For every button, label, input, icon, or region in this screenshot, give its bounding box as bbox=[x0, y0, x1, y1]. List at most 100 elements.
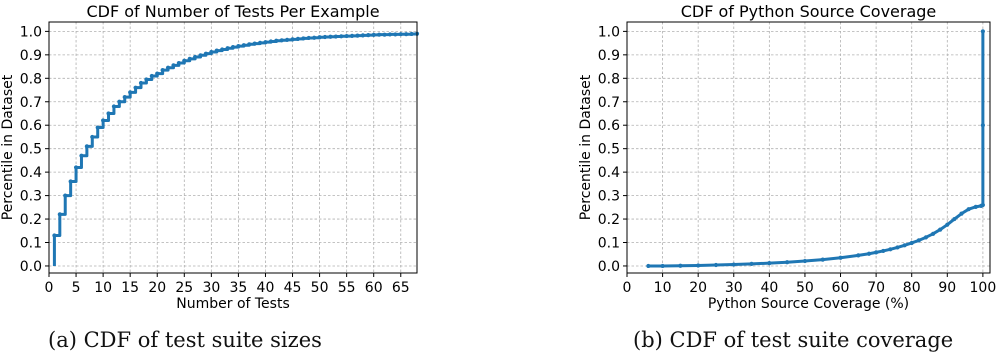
plot-frame bbox=[48, 21, 418, 274]
x-tick-label: 20 bbox=[689, 280, 707, 296]
data-point bbox=[660, 263, 665, 269]
data-point bbox=[252, 41, 257, 46]
x-tick-label: 70 bbox=[867, 280, 885, 296]
data-point bbox=[171, 63, 176, 68]
data-point bbox=[749, 261, 754, 266]
data-point bbox=[263, 40, 268, 45]
data-point bbox=[328, 34, 333, 39]
data-point bbox=[106, 111, 111, 116]
data-point bbox=[731, 262, 736, 267]
data-point bbox=[295, 36, 301, 41]
data-point bbox=[909, 240, 914, 246]
y-tick-label: 0.2 bbox=[20, 212, 42, 228]
chart-b: 0.0 0.1 0.2 0.3 0.4 0.5 0.6 0.7 0.8 0.9 1.0 0 10 20 30… bbox=[578, 2, 996, 312]
data-point bbox=[856, 253, 861, 258]
data-point bbox=[820, 257, 825, 262]
data-point bbox=[696, 263, 701, 268]
cdf-line bbox=[52, 32, 419, 266]
x-tick-label: 50 bbox=[311, 280, 329, 296]
data-point bbox=[767, 261, 772, 266]
data-point bbox=[973, 204, 978, 209]
data-point bbox=[117, 99, 122, 104]
x-tick-label: 80 bbox=[903, 280, 921, 296]
data-point bbox=[317, 35, 322, 40]
data-point bbox=[290, 37, 295, 42]
y-tick-label: 0.8 bbox=[598, 71, 620, 87]
data-point bbox=[930, 231, 936, 236]
data-point bbox=[73, 165, 79, 170]
data-point bbox=[916, 238, 921, 243]
data-point bbox=[306, 35, 311, 41]
data-point bbox=[52, 233, 57, 238]
data-point bbox=[63, 193, 68, 198]
x-tick-label: 30 bbox=[202, 280, 220, 296]
data-point bbox=[895, 245, 900, 250]
x-tick-label: 0 bbox=[45, 280, 54, 296]
data-point bbox=[111, 104, 117, 109]
data-point bbox=[236, 44, 241, 49]
data-point bbox=[785, 260, 790, 265]
y-tick-label: 0.4 bbox=[20, 165, 42, 181]
data-point bbox=[980, 29, 985, 34]
data-point bbox=[187, 56, 192, 61]
data-point bbox=[230, 45, 236, 50]
y-tick-label: 0.6 bbox=[598, 118, 620, 134]
data-point bbox=[322, 34, 328, 40]
data-point bbox=[268, 39, 273, 44]
chart-title: CDF of Python Source Coverage bbox=[681, 2, 937, 21]
data-point bbox=[382, 32, 387, 37]
y-tick-label: 0.4 bbox=[598, 165, 620, 181]
x-tick-label: 60 bbox=[365, 280, 383, 296]
x-tick-label: 90 bbox=[938, 280, 956, 296]
data-point bbox=[678, 263, 683, 268]
data-point bbox=[713, 262, 719, 268]
x-tick-label: 65 bbox=[392, 280, 410, 296]
data-point bbox=[165, 65, 171, 70]
data-point bbox=[225, 46, 230, 51]
data-point bbox=[404, 32, 409, 37]
data-point bbox=[160, 67, 165, 73]
x-tick-label: 20 bbox=[148, 280, 166, 296]
caption-b: (b) CDF of test suite coverage bbox=[633, 328, 954, 352]
data-point bbox=[149, 73, 154, 79]
data-point bbox=[980, 202, 985, 208]
data-point bbox=[247, 42, 252, 47]
x-tick-label: 0 bbox=[623, 280, 632, 296]
x-axis-label: Number of Tests bbox=[176, 296, 290, 312]
data-point bbox=[938, 227, 943, 232]
data-point bbox=[838, 255, 843, 260]
y-tick-label: 0.5 bbox=[20, 142, 42, 158]
data-point bbox=[980, 123, 985, 128]
x-tick-label: 10 bbox=[654, 280, 672, 296]
data-point bbox=[79, 153, 84, 158]
data-point bbox=[176, 60, 181, 66]
data-point bbox=[387, 32, 393, 37]
x-tick-label: 25 bbox=[175, 280, 193, 296]
data-point bbox=[312, 35, 317, 40]
data-point bbox=[214, 48, 219, 53]
data-point bbox=[888, 247, 893, 252]
y-axis-label: Percentile in Dataset bbox=[578, 74, 594, 220]
data-point bbox=[966, 207, 971, 212]
data-point bbox=[802, 258, 808, 264]
data-point bbox=[198, 53, 203, 58]
y-tick-label: 0.8 bbox=[20, 71, 42, 87]
y-tick-label: 0.1 bbox=[20, 236, 42, 252]
x-tick-label: 10 bbox=[94, 280, 112, 296]
y-tick-label: 0.0 bbox=[598, 259, 620, 275]
data-point bbox=[371, 32, 376, 38]
plot-frame bbox=[626, 21, 991, 274]
data-point bbox=[274, 38, 279, 43]
y-tick-label: 0.3 bbox=[598, 189, 620, 205]
data-point bbox=[409, 31, 414, 37]
data-point bbox=[945, 222, 950, 227]
data-point bbox=[398, 32, 403, 37]
x-tick-label: 30 bbox=[725, 280, 743, 296]
data-point bbox=[881, 248, 886, 254]
data-point bbox=[279, 38, 284, 43]
data-point bbox=[646, 263, 651, 269]
data-point bbox=[959, 211, 964, 216]
x-tick-label: 40 bbox=[257, 280, 275, 296]
